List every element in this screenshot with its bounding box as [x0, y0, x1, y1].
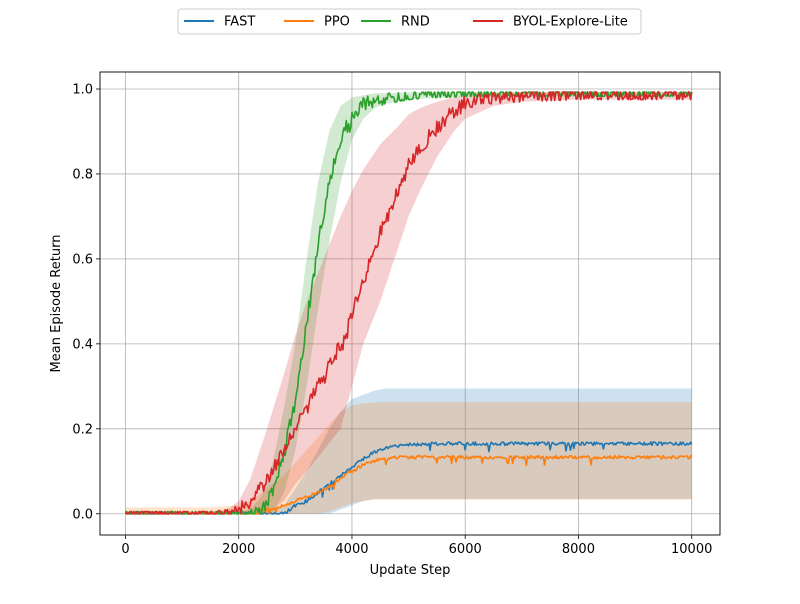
- y-tick-label: 0.2: [72, 422, 93, 437]
- x-tick-label: 8000: [562, 542, 595, 557]
- fast-confidence-band: [125, 388, 692, 514]
- legend: FAST PPO RND BYOL-Explore-Lite: [177, 8, 642, 35]
- series-lines: [124, 91, 693, 515]
- legend-label-rnd: RND: [401, 15, 430, 30]
- y-tick-label: 0.6: [72, 252, 93, 267]
- y-tick-label: 1.0: [72, 82, 93, 97]
- y-tick-label: 0.4: [72, 337, 93, 352]
- y-axis-label: Mean Episode Return: [49, 235, 64, 373]
- x-tick-label: 4000: [335, 542, 368, 557]
- x-axis-ticks: 0 2000 4000 6000 8000 10000: [121, 535, 712, 557]
- legend-label-byol-explore-lite: BYOL-Explore-Lite: [513, 15, 628, 30]
- plot-frame: [99, 71, 721, 536]
- x-axis-label: Update Step: [370, 563, 451, 578]
- y-tick-label: 0.0: [72, 507, 93, 522]
- y-axis-ticks: 0.0 0.2 0.4 0.6 0.8 1.0: [72, 82, 100, 522]
- byol-explore-lite-line: [124, 91, 693, 515]
- x-tick-label: 0: [121, 542, 129, 557]
- x-tick-label: 10000: [671, 542, 712, 557]
- x-tick-label: 2000: [222, 542, 255, 557]
- y-tick-label: 0.8: [72, 167, 93, 182]
- legend-frame: [177, 8, 642, 35]
- legend-label-ppo: PPO: [324, 15, 350, 30]
- byol-explore-lite-confidence-band: [125, 92, 692, 514]
- x-tick-label: 6000: [449, 542, 482, 557]
- legend-label-fast: FAST: [224, 15, 255, 30]
